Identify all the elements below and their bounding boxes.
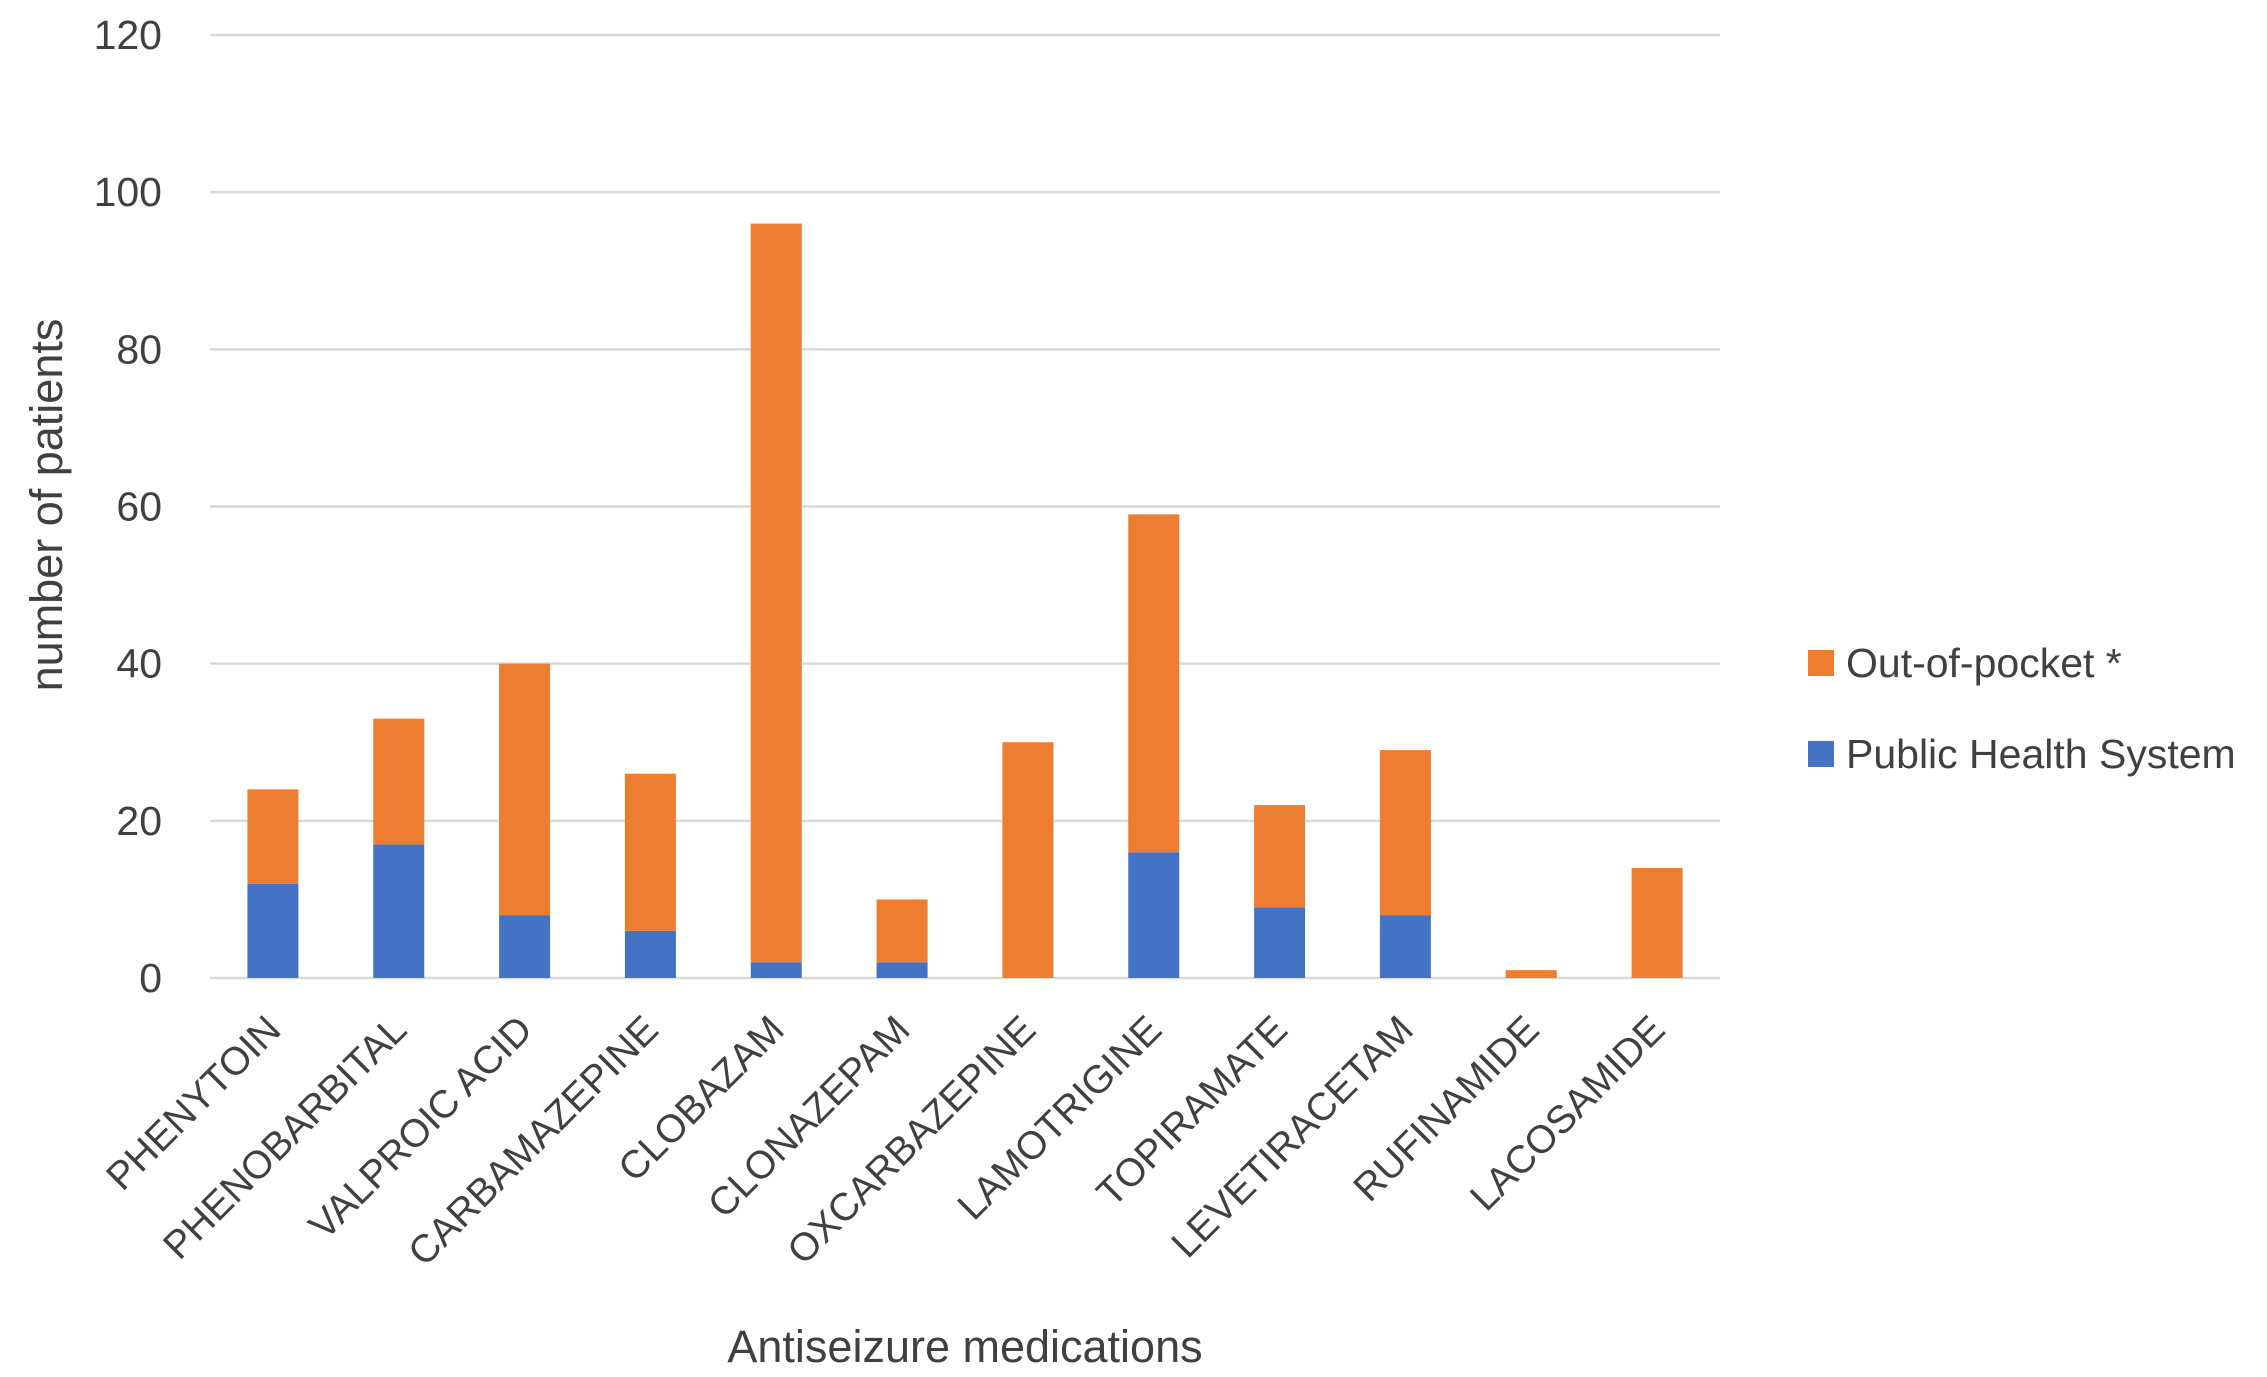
bar-segment-out-of-pocket [1002,742,1054,978]
bar-segment-public [624,930,676,978]
y-axis-title: number of patients [21,319,72,692]
bar-segment-out-of-pocket [373,718,425,845]
x-category-label: OXCARBAZEPINE [779,1008,1044,1273]
x-category-label: LEVETIRACETAM [1164,1008,1422,1266]
y-axis-ticks: 0 20 40 60 80 100 120 [94,12,162,1001]
bar-segment-public [1128,852,1180,978]
bar-segment-public [247,883,299,978]
legend-swatch [1808,741,1834,767]
y-tick-label: 40 [116,641,162,687]
bar-segment-out-of-pocket [1505,970,1557,978]
legend-swatch [1808,650,1834,676]
bar-segment-out-of-pocket [624,773,676,931]
gridlines [210,33,1720,980]
bar-segment-out-of-pocket [1631,867,1683,978]
y-tick-label: 120 [94,12,162,58]
x-category-label: CARBAMAZEPINE [400,1008,666,1274]
bars [247,223,1683,978]
legend-label: Out-of-pocket * [1846,640,2122,686]
bar-segment-out-of-pocket [1254,805,1306,908]
y-tick-label: 100 [94,169,162,215]
bar-segment-out-of-pocket [750,223,802,963]
bar-segment-out-of-pocket [1379,750,1431,916]
bar-segment-out-of-pocket [1128,514,1180,853]
bar-segment-public [1254,907,1306,978]
x-axis-title: Antiseizure medications [727,1321,1202,1372]
bar-segment-out-of-pocket [247,789,299,884]
y-tick-label: 60 [116,484,162,530]
bar-segment-public [1379,915,1431,978]
bar-segment-public [750,962,802,978]
x-category-label: VALPROIC ACID [301,1008,541,1248]
y-tick-label: 0 [139,955,162,1001]
legend-label: Public Health System [1846,731,2236,777]
y-tick-label: 80 [116,326,162,372]
y-tick-label: 20 [116,798,162,844]
legend: Out-of-pocket * Public Health System [1808,640,2236,777]
bar-segment-public [373,844,425,978]
bar-segment-public [499,915,551,978]
bar-segment-out-of-pocket [499,663,551,916]
x-category-label: PHENOBARBITAL [155,1008,415,1268]
bar-segment-out-of-pocket [876,899,928,963]
bar-segment-public [876,962,928,978]
